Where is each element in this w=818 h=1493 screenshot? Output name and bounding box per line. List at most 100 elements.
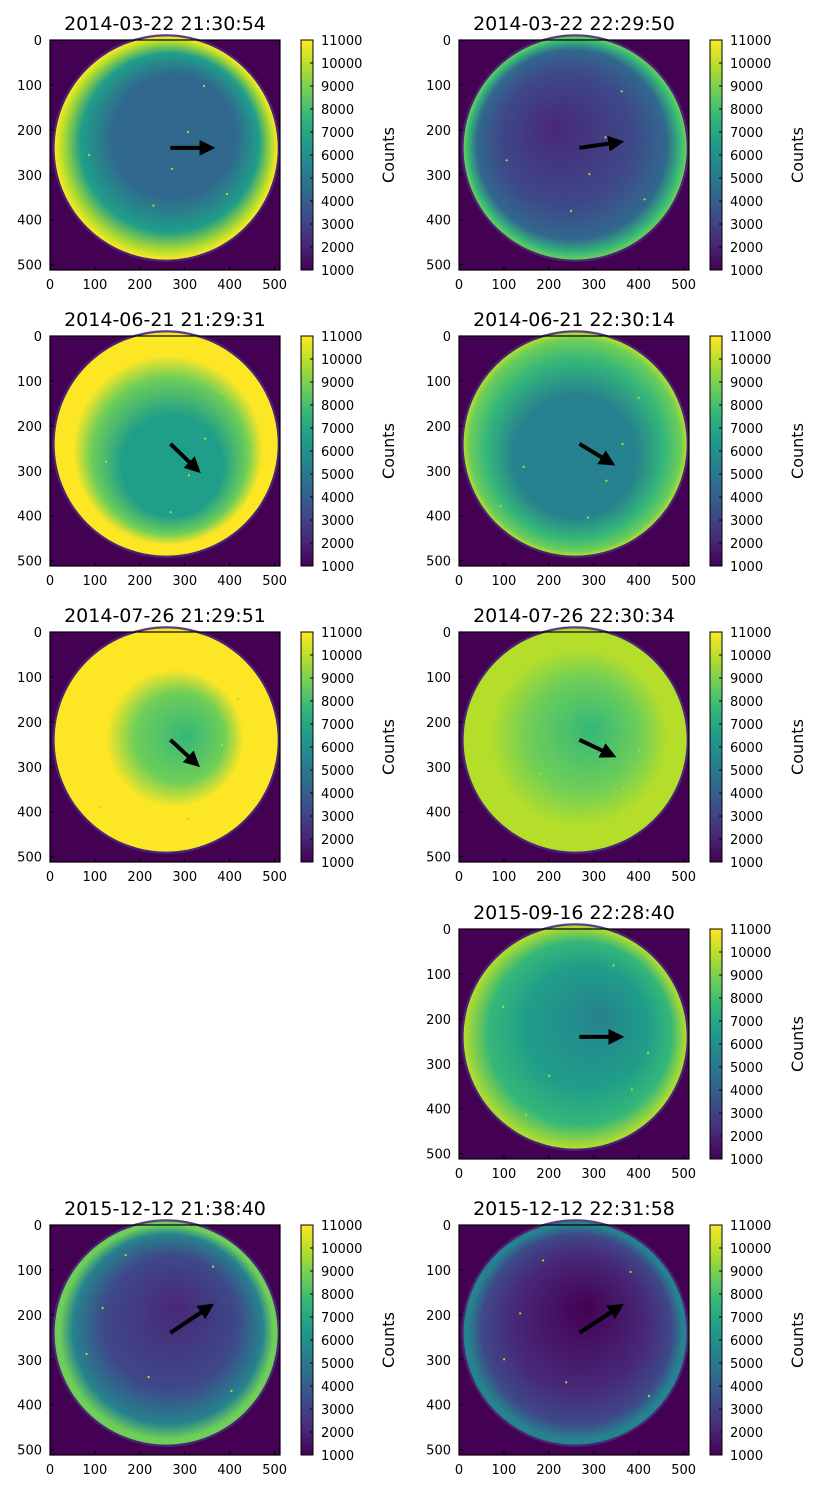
y-tick-label: 200 [17,124,42,139]
y-tick-label: 400 [17,510,42,525]
x-tick-label: 100 [492,1463,517,1478]
colorbar-tick-label: 4000 [730,491,763,506]
colorbar-tick-label: 8000 [730,103,763,118]
y-tick-label: 200 [426,124,451,139]
x-tick-label: 100 [492,278,517,293]
x-tick-label: 100 [83,278,108,293]
star-speck [612,964,615,967]
colorbar-tick-label: 8000 [730,992,763,1007]
y-tick-label: 300 [426,169,451,184]
colorbar-tick-label: 7000 [730,422,763,437]
star-speck [230,1389,233,1392]
star-speck [548,1074,551,1077]
colorbar-tick-label: 8000 [321,695,354,710]
y-tick-label: 200 [426,420,451,435]
colorbar-tick-label: 6000 [321,1334,354,1349]
x-tick-label: 500 [262,1463,287,1478]
x-tick-label: 100 [492,1167,517,1182]
colorbar-tick-label: 3000 [730,1403,763,1418]
colorbar-tick-label: 10000 [730,946,771,961]
colorbar-label: Counts [788,127,807,183]
star-speck [604,136,607,139]
colorbar-label: Counts [379,423,398,479]
colorbar-tick-label: 6000 [321,445,354,460]
x-tick-label: 300 [581,870,606,885]
panel: 2014-03-22 21:30:54 0 0 100 100 200 200 300 300 4… [17,13,398,293]
colorbar-label: Counts [379,719,398,775]
y-tick-label: 300 [17,761,42,776]
star-speck [620,90,623,93]
y-tick-label: 200 [426,1309,451,1324]
x-tick-label: 200 [536,574,561,589]
sky-image [54,1221,278,1445]
panel-title: 2014-03-22 21:30:54 [64,13,266,35]
y-tick-label: 400 [426,1103,451,1118]
star-speck [101,1306,104,1310]
star-speck [516,811,519,814]
star-speck [85,1352,88,1356]
colorbar-tick-label: 1000 [730,1153,763,1168]
colorbar-tick-label: 3000 [321,218,354,233]
star-speck [122,767,125,770]
y-tick-label: 200 [426,1013,451,1028]
colorbar-tick-label: 3000 [730,218,763,233]
x-tick-label: 500 [671,870,696,885]
axes-frame [49,1224,281,1456]
colorbar-tick-label: 9000 [730,672,763,687]
colorbar-tick-label: 1000 [321,264,354,279]
x-tick-label: 400 [217,870,242,885]
star-speck [542,1259,545,1262]
colorbar-tick-label: 6000 [730,741,763,756]
axes-frame [458,335,690,567]
colorbar-tick-label: 11000 [321,1219,362,1234]
star-speck [586,516,590,519]
panel-title: 2014-03-22 22:29:50 [473,13,675,35]
star-speck [88,153,91,157]
colorbar-tick-label: 8000 [730,695,763,710]
star-speck [525,1113,528,1116]
star-speck [502,1358,506,1361]
panel-title: 2015-09-16 22:28:40 [473,902,675,924]
y-tick-label: 0 [34,1219,42,1234]
x-tick-label: 500 [671,1463,696,1478]
colorbar-tick-label: 1000 [730,560,763,575]
star-speck [637,396,640,399]
colorbar-tick-label: 1000 [730,264,763,279]
x-tick-label: 400 [626,278,651,293]
y-tick-label: 500 [426,851,451,866]
colorbar-tick-label: 5000 [321,764,354,779]
y-tick-label: 100 [426,79,451,94]
y-tick-label: 500 [17,555,42,570]
colorbar-tick-label: 6000 [730,149,763,164]
x-tick-label: 500 [671,1167,696,1182]
panel: 2015-12-12 22:31:58 0 0 100 100 200 200 300 300 4… [426,1198,807,1478]
x-tick-label: 0 [46,870,54,885]
colorbar-tick-label: 5000 [321,172,354,187]
x-tick-label: 200 [127,1463,152,1478]
star-speck [226,193,229,196]
y-tick-label: 200 [426,716,451,731]
colorbar-tick-label: 5000 [321,468,354,483]
colorbar-tick-label: 10000 [321,57,362,72]
star-speck [505,159,508,162]
star-speck [220,391,223,394]
colorbar-tick-label: 6000 [730,445,763,460]
x-tick-label: 100 [83,574,108,589]
x-tick-label: 400 [217,1463,242,1478]
star-speck [187,474,191,477]
colorbar-tick-label: 9000 [730,969,763,984]
colorbar-tick-label: 8000 [321,399,354,414]
colorbar-label: Counts [788,1312,807,1368]
colorbar-tick-label: 4000 [321,195,354,210]
colorbar-tick-label: 7000 [730,718,763,733]
panel: 2015-09-16 22:28:40 0 0 100 100 200 200 300 300 4… [426,902,807,1182]
x-tick-label: 500 [671,278,696,293]
x-tick-label: 400 [626,1463,651,1478]
star-speck [220,744,224,747]
star-speck [147,1375,150,1379]
star-speck [204,780,208,784]
star-speck [522,465,525,468]
colorbar-tick-label: 6000 [321,149,354,164]
axes-frame [458,1224,690,1456]
